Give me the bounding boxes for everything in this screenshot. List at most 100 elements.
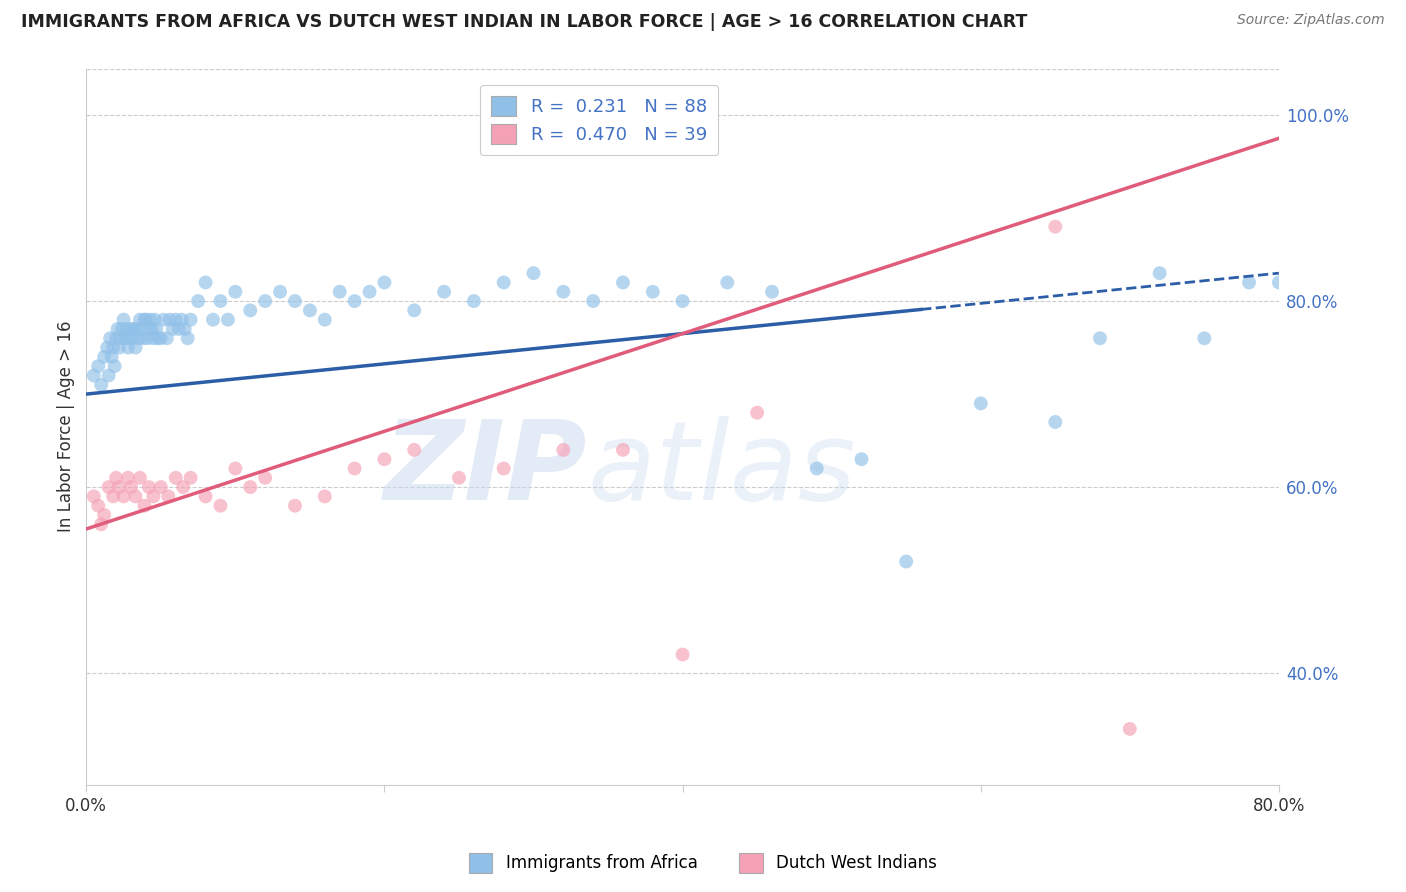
Point bbox=[105, 331, 128, 345]
Point bbox=[145, 322, 167, 336]
Point bbox=[1119, 722, 1142, 736]
Point bbox=[582, 294, 605, 309]
Point bbox=[111, 322, 134, 336]
Point bbox=[851, 452, 873, 467]
Point bbox=[142, 331, 165, 345]
Point bbox=[1194, 331, 1216, 345]
Point bbox=[108, 480, 131, 494]
Point bbox=[156, 331, 179, 345]
Point bbox=[132, 331, 155, 345]
Point bbox=[159, 312, 181, 326]
Point bbox=[254, 471, 277, 485]
Point bbox=[180, 471, 202, 485]
Point bbox=[1149, 266, 1171, 280]
Point bbox=[115, 322, 138, 336]
Point bbox=[329, 285, 352, 299]
Point bbox=[141, 322, 163, 336]
Point bbox=[149, 331, 172, 345]
Point bbox=[122, 322, 145, 336]
Point bbox=[194, 490, 217, 504]
Point bbox=[121, 331, 143, 345]
Point bbox=[373, 276, 395, 290]
Point bbox=[165, 312, 187, 326]
Point bbox=[209, 294, 232, 309]
Point bbox=[165, 471, 187, 485]
Point bbox=[269, 285, 291, 299]
Point bbox=[1088, 331, 1111, 345]
Point bbox=[187, 294, 209, 309]
Point bbox=[671, 648, 693, 662]
Point bbox=[314, 490, 336, 504]
Point bbox=[98, 331, 121, 345]
Text: ZIP: ZIP bbox=[384, 416, 588, 523]
Point bbox=[239, 480, 262, 494]
Point bbox=[224, 461, 246, 475]
Point bbox=[343, 461, 366, 475]
Point bbox=[343, 294, 366, 309]
Point bbox=[404, 442, 426, 457]
Point bbox=[162, 322, 184, 336]
Point bbox=[112, 490, 135, 504]
Point bbox=[314, 312, 336, 326]
Point bbox=[117, 471, 139, 485]
Point bbox=[131, 322, 153, 336]
Point bbox=[373, 452, 395, 467]
Point bbox=[129, 312, 152, 326]
Point bbox=[90, 377, 112, 392]
Point bbox=[180, 312, 202, 326]
Point bbox=[138, 322, 160, 336]
Point bbox=[522, 266, 544, 280]
Point bbox=[136, 331, 159, 345]
Text: IMMIGRANTS FROM AFRICA VS DUTCH WEST INDIAN IN LABOR FORCE | AGE > 16 CORRELATIO: IMMIGRANTS FROM AFRICA VS DUTCH WEST IND… bbox=[21, 13, 1028, 31]
Text: Source: ZipAtlas.com: Source: ZipAtlas.com bbox=[1237, 13, 1385, 28]
Point bbox=[138, 480, 160, 494]
Point bbox=[83, 368, 105, 383]
Point bbox=[135, 312, 157, 326]
Point bbox=[139, 312, 162, 326]
Point bbox=[100, 350, 122, 364]
Point bbox=[149, 480, 172, 494]
Point bbox=[641, 285, 664, 299]
Point bbox=[110, 331, 132, 345]
Point bbox=[134, 499, 156, 513]
Point bbox=[93, 350, 115, 364]
Point bbox=[492, 276, 515, 290]
Text: atlas: atlas bbox=[588, 416, 856, 523]
Point bbox=[447, 471, 470, 485]
Point bbox=[492, 461, 515, 475]
Point bbox=[172, 480, 194, 494]
Point bbox=[284, 499, 307, 513]
Point bbox=[107, 322, 129, 336]
Point bbox=[716, 276, 738, 290]
Point bbox=[87, 359, 110, 374]
Point bbox=[745, 406, 768, 420]
Point bbox=[112, 312, 135, 326]
Point bbox=[224, 285, 246, 299]
Point bbox=[124, 490, 146, 504]
Point bbox=[463, 294, 485, 309]
Y-axis label: In Labor Force | Age > 16: In Labor Force | Age > 16 bbox=[58, 321, 75, 533]
Point bbox=[124, 341, 146, 355]
Point bbox=[806, 461, 828, 475]
Point bbox=[105, 471, 128, 485]
Point bbox=[970, 396, 993, 410]
Point bbox=[1045, 219, 1067, 234]
Point bbox=[97, 368, 120, 383]
Point bbox=[83, 490, 105, 504]
Point bbox=[1045, 415, 1067, 429]
Point bbox=[298, 303, 321, 318]
Point bbox=[1268, 276, 1291, 290]
Point bbox=[612, 276, 634, 290]
Point bbox=[217, 312, 239, 326]
Point bbox=[143, 312, 166, 326]
Point bbox=[118, 331, 141, 345]
Point bbox=[176, 331, 198, 345]
Legend: Immigrants from Africa, Dutch West Indians: Immigrants from Africa, Dutch West India… bbox=[463, 847, 943, 880]
Point bbox=[146, 331, 169, 345]
Point bbox=[239, 303, 262, 318]
Point bbox=[612, 442, 634, 457]
Point bbox=[96, 341, 118, 355]
Point bbox=[127, 331, 149, 345]
Point bbox=[761, 285, 783, 299]
Point bbox=[101, 341, 124, 355]
